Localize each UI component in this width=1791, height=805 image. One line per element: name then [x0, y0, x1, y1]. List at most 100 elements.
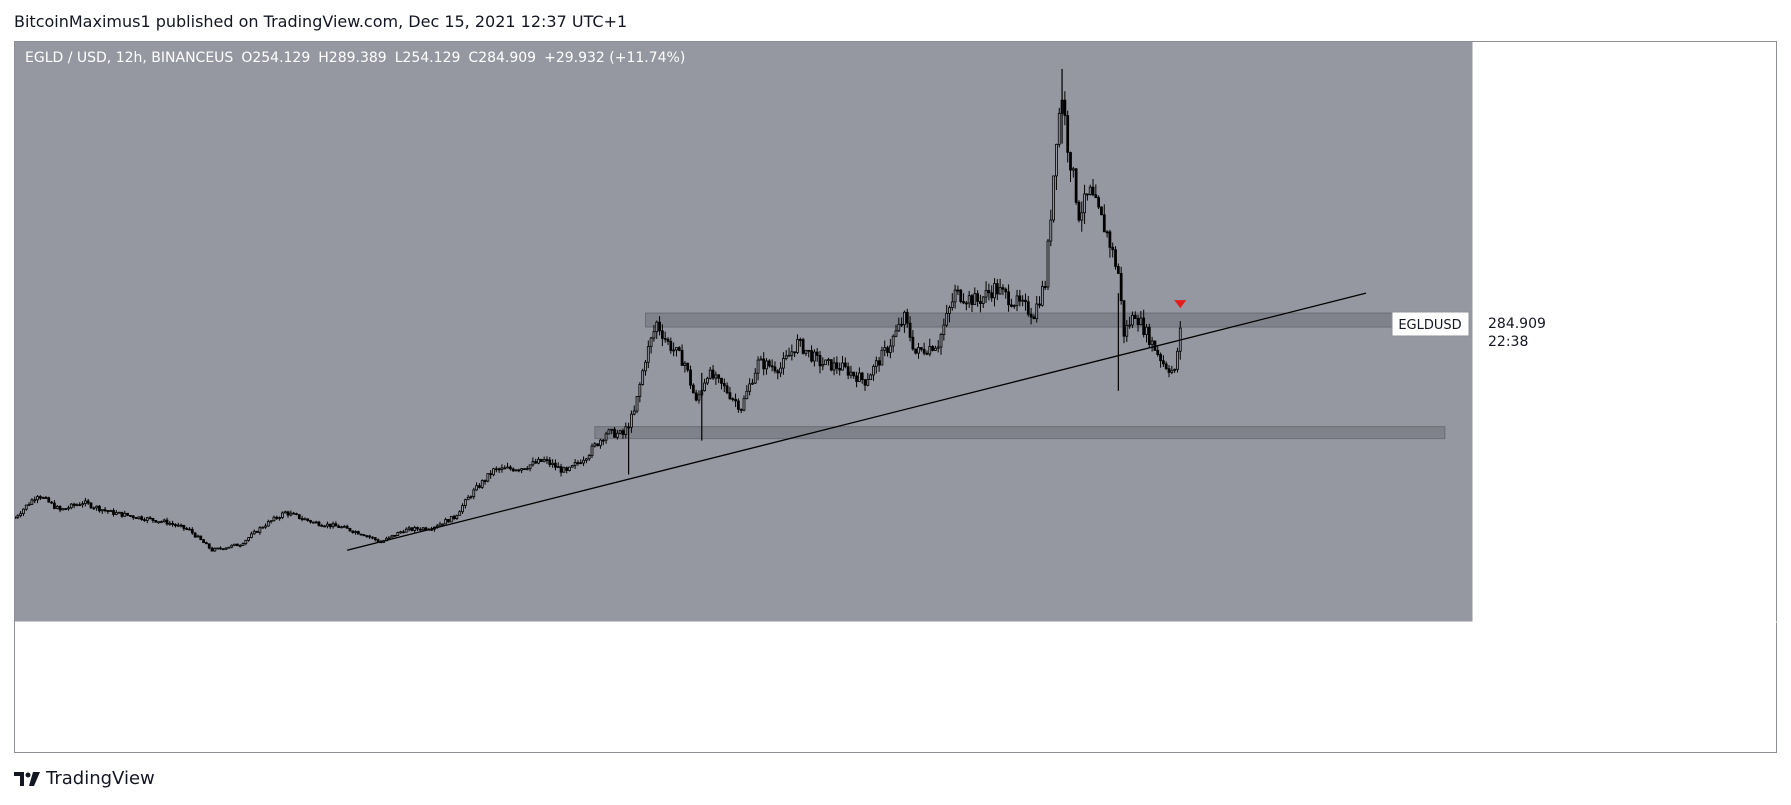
- candle: [762, 358, 766, 370]
- candle: [703, 382, 706, 392]
- plot-area[interactable]: [15, 42, 1473, 622]
- candle: [942, 324, 946, 335]
- candle: [635, 396, 639, 412]
- candle: [1024, 299, 1027, 303]
- candle: [599, 439, 602, 447]
- candle: [69, 503, 73, 509]
- candle: [753, 372, 757, 384]
- candles: [15, 68, 1182, 552]
- candle: [126, 512, 129, 516]
- candle: [1001, 287, 1005, 290]
- candle: [570, 465, 574, 468]
- candle: [748, 383, 752, 392]
- candle: [1142, 317, 1146, 335]
- candle: [934, 347, 937, 351]
- candle: [683, 362, 687, 366]
- candle: [1156, 349, 1160, 355]
- candle: [371, 536, 374, 539]
- candle: [396, 532, 400, 536]
- symbol-legend: EGLD / USD, 12h, BINANCEUS O254.129 H289.3…: [25, 50, 685, 66]
- candle: [89, 502, 93, 509]
- legend-symbol: EGLD / USD, 12h, BINANCEUS: [25, 50, 233, 66]
- candle: [796, 339, 799, 353]
- candle: [326, 523, 329, 527]
- candle: [525, 468, 529, 471]
- candle: [601, 439, 605, 442]
- candle: [41, 497, 45, 499]
- candle: [306, 518, 310, 521]
- candle: [894, 330, 898, 337]
- candle: [1038, 303, 1041, 306]
- candle: [22, 508, 25, 515]
- price-tick-label: 120.000: [1489, 485, 1547, 501]
- candle: [506, 466, 509, 469]
- candle: [61, 508, 65, 511]
- candle: [1102, 214, 1106, 233]
- legend-o-value: 254.129: [252, 50, 310, 66]
- candle: [252, 530, 256, 535]
- candle: [190, 528, 194, 534]
- legend-l-label: L: [395, 50, 403, 66]
- candle: [677, 347, 681, 351]
- candle: [964, 302, 968, 305]
- candle: [407, 527, 411, 530]
- candle: [1010, 304, 1013, 307]
- candle: [162, 519, 166, 522]
- candle: [756, 359, 760, 374]
- candle: [883, 347, 887, 351]
- candle: [765, 360, 768, 370]
- candle: [945, 313, 949, 326]
- candle: [171, 522, 175, 525]
- candle: [463, 499, 467, 506]
- candle: [644, 361, 647, 372]
- candle: [537, 458, 540, 464]
- candle: [272, 516, 276, 522]
- candle: [75, 504, 79, 507]
- candle: [418, 528, 422, 531]
- candle: [159, 521, 163, 523]
- last-price-value: 284.909: [1488, 316, 1546, 332]
- legend-c-label: C: [468, 50, 478, 66]
- candle: [821, 363, 825, 367]
- legend-h-label: H: [318, 50, 329, 66]
- candle: [365, 535, 369, 538]
- candle: [607, 429, 611, 435]
- candle: [134, 517, 138, 519]
- candle: [689, 369, 692, 386]
- candle: [886, 347, 889, 353]
- candle: [182, 524, 186, 529]
- candle: [554, 462, 557, 468]
- candle: [573, 462, 577, 466]
- candle: [903, 311, 906, 326]
- candle: [1150, 340, 1154, 345]
- candle: [503, 467, 507, 470]
- candle: [354, 531, 357, 533]
- price-tick-label: 480.000: [1489, 127, 1547, 143]
- candle: [925, 352, 929, 355]
- candle: [995, 283, 999, 295]
- chart-canvas[interactable]: 0.000 40.000 80.000 120.000 160.000 200.000 24…: [15, 42, 1778, 754]
- candle: [948, 307, 951, 314]
- candle: [202, 539, 205, 544]
- currency-button[interactable]: USD: [1494, 45, 1534, 69]
- candle: [455, 514, 459, 519]
- time-tick-label: 2022: [1256, 635, 1295, 651]
- candle: [1007, 291, 1010, 306]
- candle: [402, 531, 405, 534]
- candle: [590, 445, 594, 456]
- candle: [351, 530, 355, 533]
- candle: [199, 535, 203, 541]
- candle: [694, 392, 698, 401]
- candle: [874, 360, 878, 367]
- price-tick-label: 560.000: [1489, 47, 1547, 63]
- time-axis[interactable]: Jun Jul Aug Sep Oct Nov Dec 2022: [58, 635, 1296, 651]
- candle: [1080, 212, 1084, 221]
- candle: [936, 346, 940, 349]
- candle: [36, 496, 39, 501]
- candle: [1145, 326, 1148, 335]
- candle: [734, 398, 737, 402]
- candle: [523, 468, 526, 471]
- tradingview-logo[interactable]: TradingView: [14, 768, 155, 789]
- candle: [320, 525, 324, 527]
